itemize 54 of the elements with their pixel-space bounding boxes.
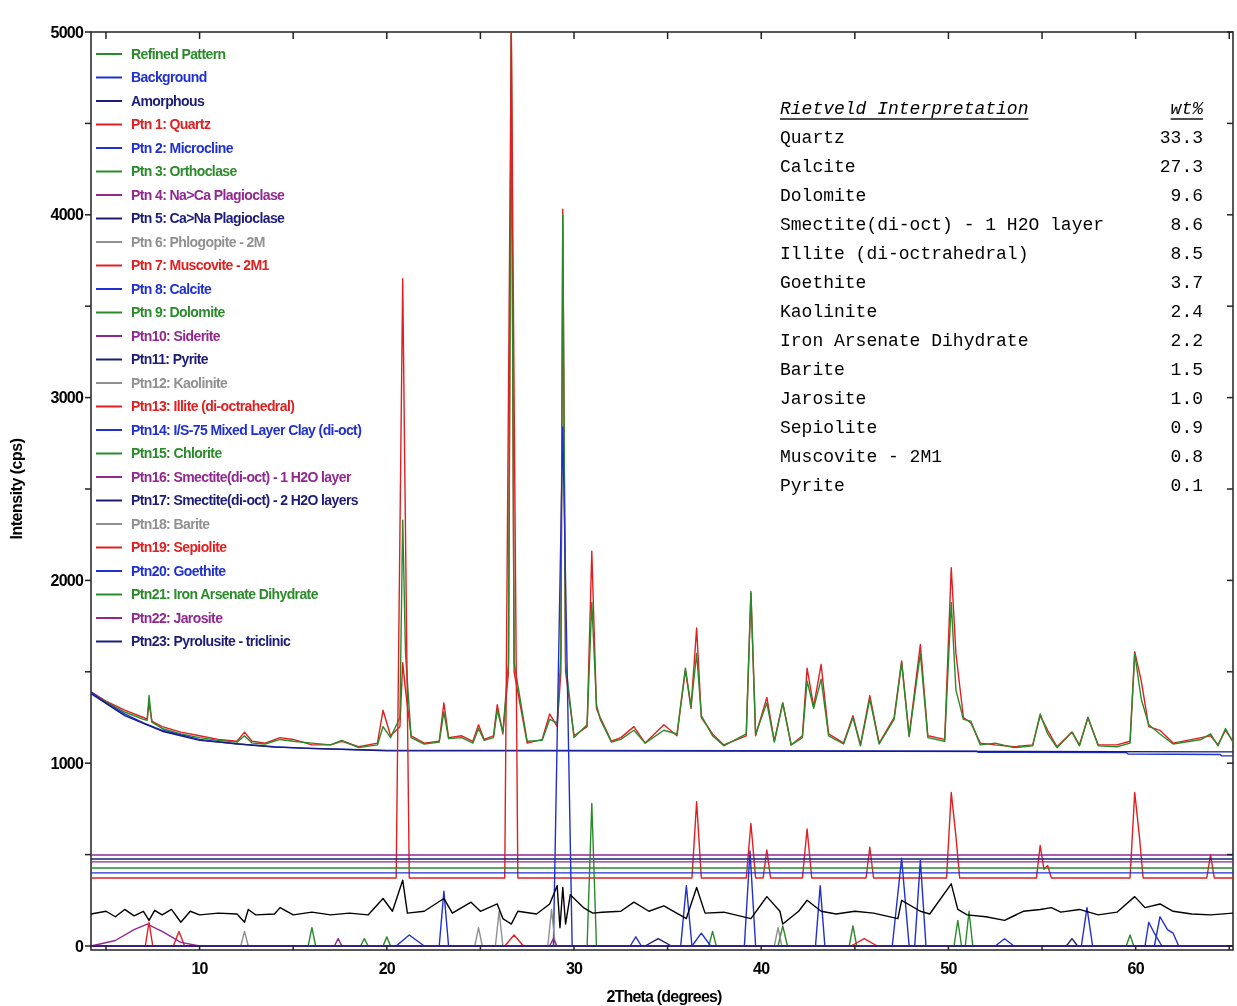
x-tick-label: 30: [565, 960, 584, 977]
legend-label: Amorphous: [131, 92, 205, 109]
y-tick-label: 4000: [50, 206, 84, 224]
y-tick-label: 1000: [50, 754, 84, 772]
legend-label: Ptn 1: Quartz: [131, 116, 211, 133]
legend-label: Ptn 8: Calcite: [131, 280, 213, 297]
text: Quartz 33.3: [780, 128, 1203, 149]
legend-label: Ptn 9: Dolomite: [131, 304, 226, 321]
x-tick-label: 20: [378, 960, 396, 977]
x-tick-label: 50: [940, 960, 958, 977]
text: Jarosite 1.0: [780, 389, 1203, 410]
legend-label: Ptn12: Kaolinite: [131, 374, 229, 391]
text: Goethite 3.7: [780, 273, 1203, 294]
y-axis-title: Intensity (cps): [8, 438, 25, 540]
legend-label: Ptn14: I/S-75 Mixed Layer Clay (di-oct): [131, 421, 362, 438]
legend-label: Refined Pattern: [131, 45, 226, 62]
legend-label: Ptn19: Sepiolite: [131, 539, 228, 556]
x-tick-label: 40: [753, 960, 771, 977]
legend-label: Ptn21: Iron Arsenate Dihydrate: [131, 586, 319, 603]
legend-label: Ptn23: Pyrolusite - triclinic: [131, 633, 292, 650]
legend-label: Ptn16: Smectite(di-oct) - 1 H2O layer: [131, 468, 352, 485]
legend-label: Ptn 4: Na>Ca Plagioclase: [131, 186, 286, 203]
text: Smectite(di-oct) - 1 H2O layer 8.6: [780, 215, 1203, 236]
legend-label: Ptn22: Jarosite: [131, 609, 224, 626]
legend-label: Ptn10: Siderite: [131, 327, 221, 344]
legend-label: Ptn20: Goethite: [131, 562, 227, 579]
y-tick-label: 3000: [50, 389, 84, 407]
legend-label: Ptn17: Smectite(di-oct) - 2 H2O layers: [131, 492, 359, 509]
text: Muscovite - 2M1 0.8: [780, 447, 1203, 468]
x-tick-label: 10: [191, 960, 209, 977]
legend-label: Ptn13: Illite (di-octrahedral): [131, 398, 295, 415]
text: Calcite 27.3: [780, 157, 1203, 178]
legend-label: Ptn 5: Ca>Na Plagioclase: [131, 210, 286, 227]
y-tick-label: 0: [74, 937, 84, 955]
legend-label: Ptn 2: Microcline: [131, 139, 234, 156]
y-tick-label: 5000: [50, 23, 84, 41]
legend-label: Ptn 7: Muscovite - 2M1: [131, 257, 270, 274]
y-tick-label: 2000: [50, 572, 84, 589]
text: Kaolinite 2.4: [780, 302, 1203, 323]
legend-label: Ptn18: Barite: [131, 515, 211, 532]
legend-label: Ptn 6: Phlogopite - 2M: [131, 233, 265, 250]
legend-label: Ptn15: Chlorite: [131, 445, 223, 462]
x-tick-label: 60: [1127, 960, 1145, 977]
legend-label: Background: [131, 69, 207, 86]
text: Dolomite 9.6: [780, 186, 1203, 207]
text: Rietveld Interpretation wt%: [780, 99, 1203, 120]
x-axis-title: 2Theta (degrees): [606, 988, 723, 1005]
text: Sepiolite 0.9: [780, 418, 1203, 439]
text: Iron Arsenate Dihydrate 2.2: [780, 331, 1203, 352]
text: Pyrite 0.1: [780, 476, 1203, 497]
legend-label: Ptn 3: Orthoclase: [131, 163, 238, 180]
text: Barite 1.5: [780, 360, 1203, 381]
text: Illite (di-octrahedral) 8.5: [780, 244, 1203, 265]
legend-label: Ptn11: Pyrite: [131, 351, 209, 368]
